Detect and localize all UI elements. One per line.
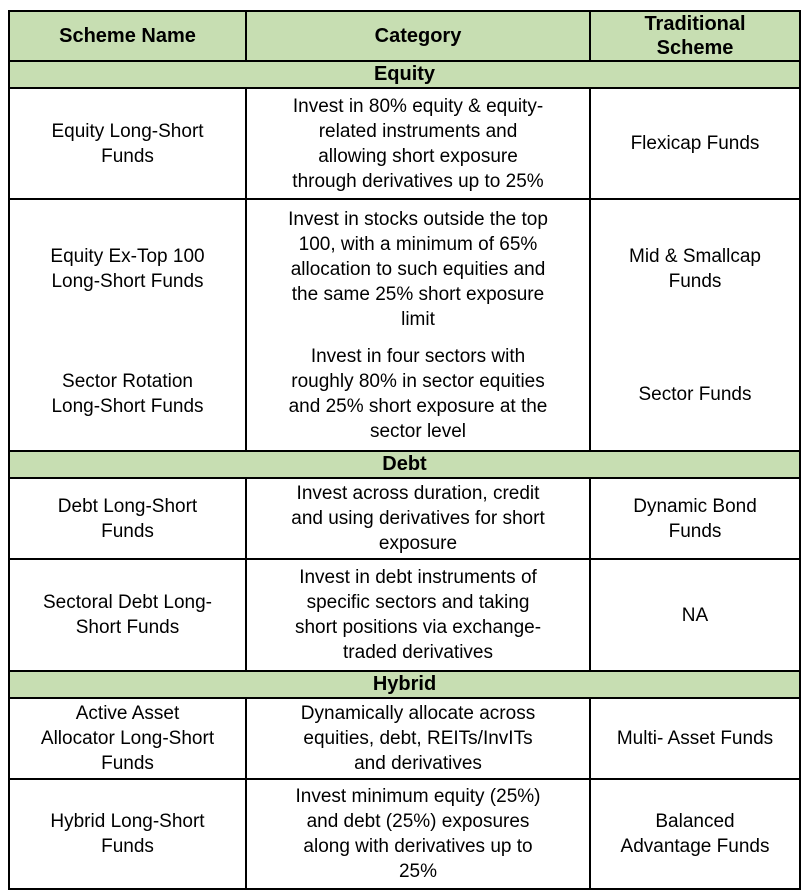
section-header-hybrid: Hybrid [8,670,801,699]
header-scheme-name: Scheme Name [8,10,247,62]
section-header-debt: Debt [8,450,801,479]
traditional-scheme-cell: Dynamic Bond Funds [589,477,801,560]
scheme-name-cell: Equity Ex-Top 100 Long-Short Funds [8,198,247,339]
scheme-comparison-table-wrapper: Scheme Name Category Traditional Scheme … [8,10,801,890]
table-body: Equity Equity Long-Short Funds Invest in… [8,60,801,890]
table-row-active-asset-allocator: Active Asset Allocator Long-Short Funds … [8,697,801,780]
header-category: Category [245,10,591,62]
table-row-hybrid-long-short: Hybrid Long-Short Funds Invest minimum e… [8,778,801,890]
traditional-scheme-cell: Mid & Smallcap Funds [589,198,801,339]
scheme-name-cell: Sector Rotation Long-Short Funds [8,338,247,452]
header-traditional-scheme: Traditional Scheme [589,10,801,62]
category-cell: Dynamically allocate across equities, de… [245,697,591,780]
header-row: Scheme Name Category Traditional Scheme [8,10,801,62]
traditional-scheme-cell: Sector Funds [589,338,801,452]
section-header-equity: Equity [8,60,801,89]
table-row-sectoral-debt-long-short: Sectoral Debt Long- Short Funds Invest i… [8,558,801,672]
scheme-name-cell: Hybrid Long-Short Funds [8,778,247,890]
table-row-sector-rotation: Sector Rotation Long-Short Funds Invest … [8,338,801,452]
category-cell: Invest in stocks outside the top 100, wi… [245,198,591,339]
table-header: Scheme Name Category Traditional Scheme [8,10,801,62]
table-row-equity-ex-top-100: Equity Ex-Top 100 Long-Short Funds Inves… [8,198,801,339]
category-cell: Invest minimum equity (25%) and debt (25… [245,778,591,890]
traditional-scheme-cell: Multi- Asset Funds [589,697,801,780]
scheme-name-cell: Sectoral Debt Long- Short Funds [8,558,247,672]
traditional-scheme-cell: Flexicap Funds [589,87,801,200]
scheme-name-cell: Debt Long-Short Funds [8,477,247,560]
scheme-name-cell: Equity Long-Short Funds [8,87,247,200]
section-title: Debt [8,450,801,479]
category-cell: Invest across duration, credit and using… [245,477,591,560]
traditional-scheme-cell: Balanced Advantage Funds [589,778,801,890]
scheme-name-cell: Active Asset Allocator Long-Short Funds [8,697,247,780]
section-title: Hybrid [8,670,801,699]
table-row-debt-long-short: Debt Long-Short Funds Invest across dura… [8,477,801,560]
section-title: Equity [8,60,801,89]
traditional-scheme-cell: NA [589,558,801,672]
scheme-comparison-table: Scheme Name Category Traditional Scheme … [8,10,801,890]
table-row-equity-long-short: Equity Long-Short Funds Invest in 80% eq… [8,87,801,200]
category-cell: Invest in debt instruments of specific s… [245,558,591,672]
category-cell: Invest in four sectors with roughly 80% … [245,338,591,452]
category-cell: Invest in 80% equity & equity- related i… [245,87,591,200]
